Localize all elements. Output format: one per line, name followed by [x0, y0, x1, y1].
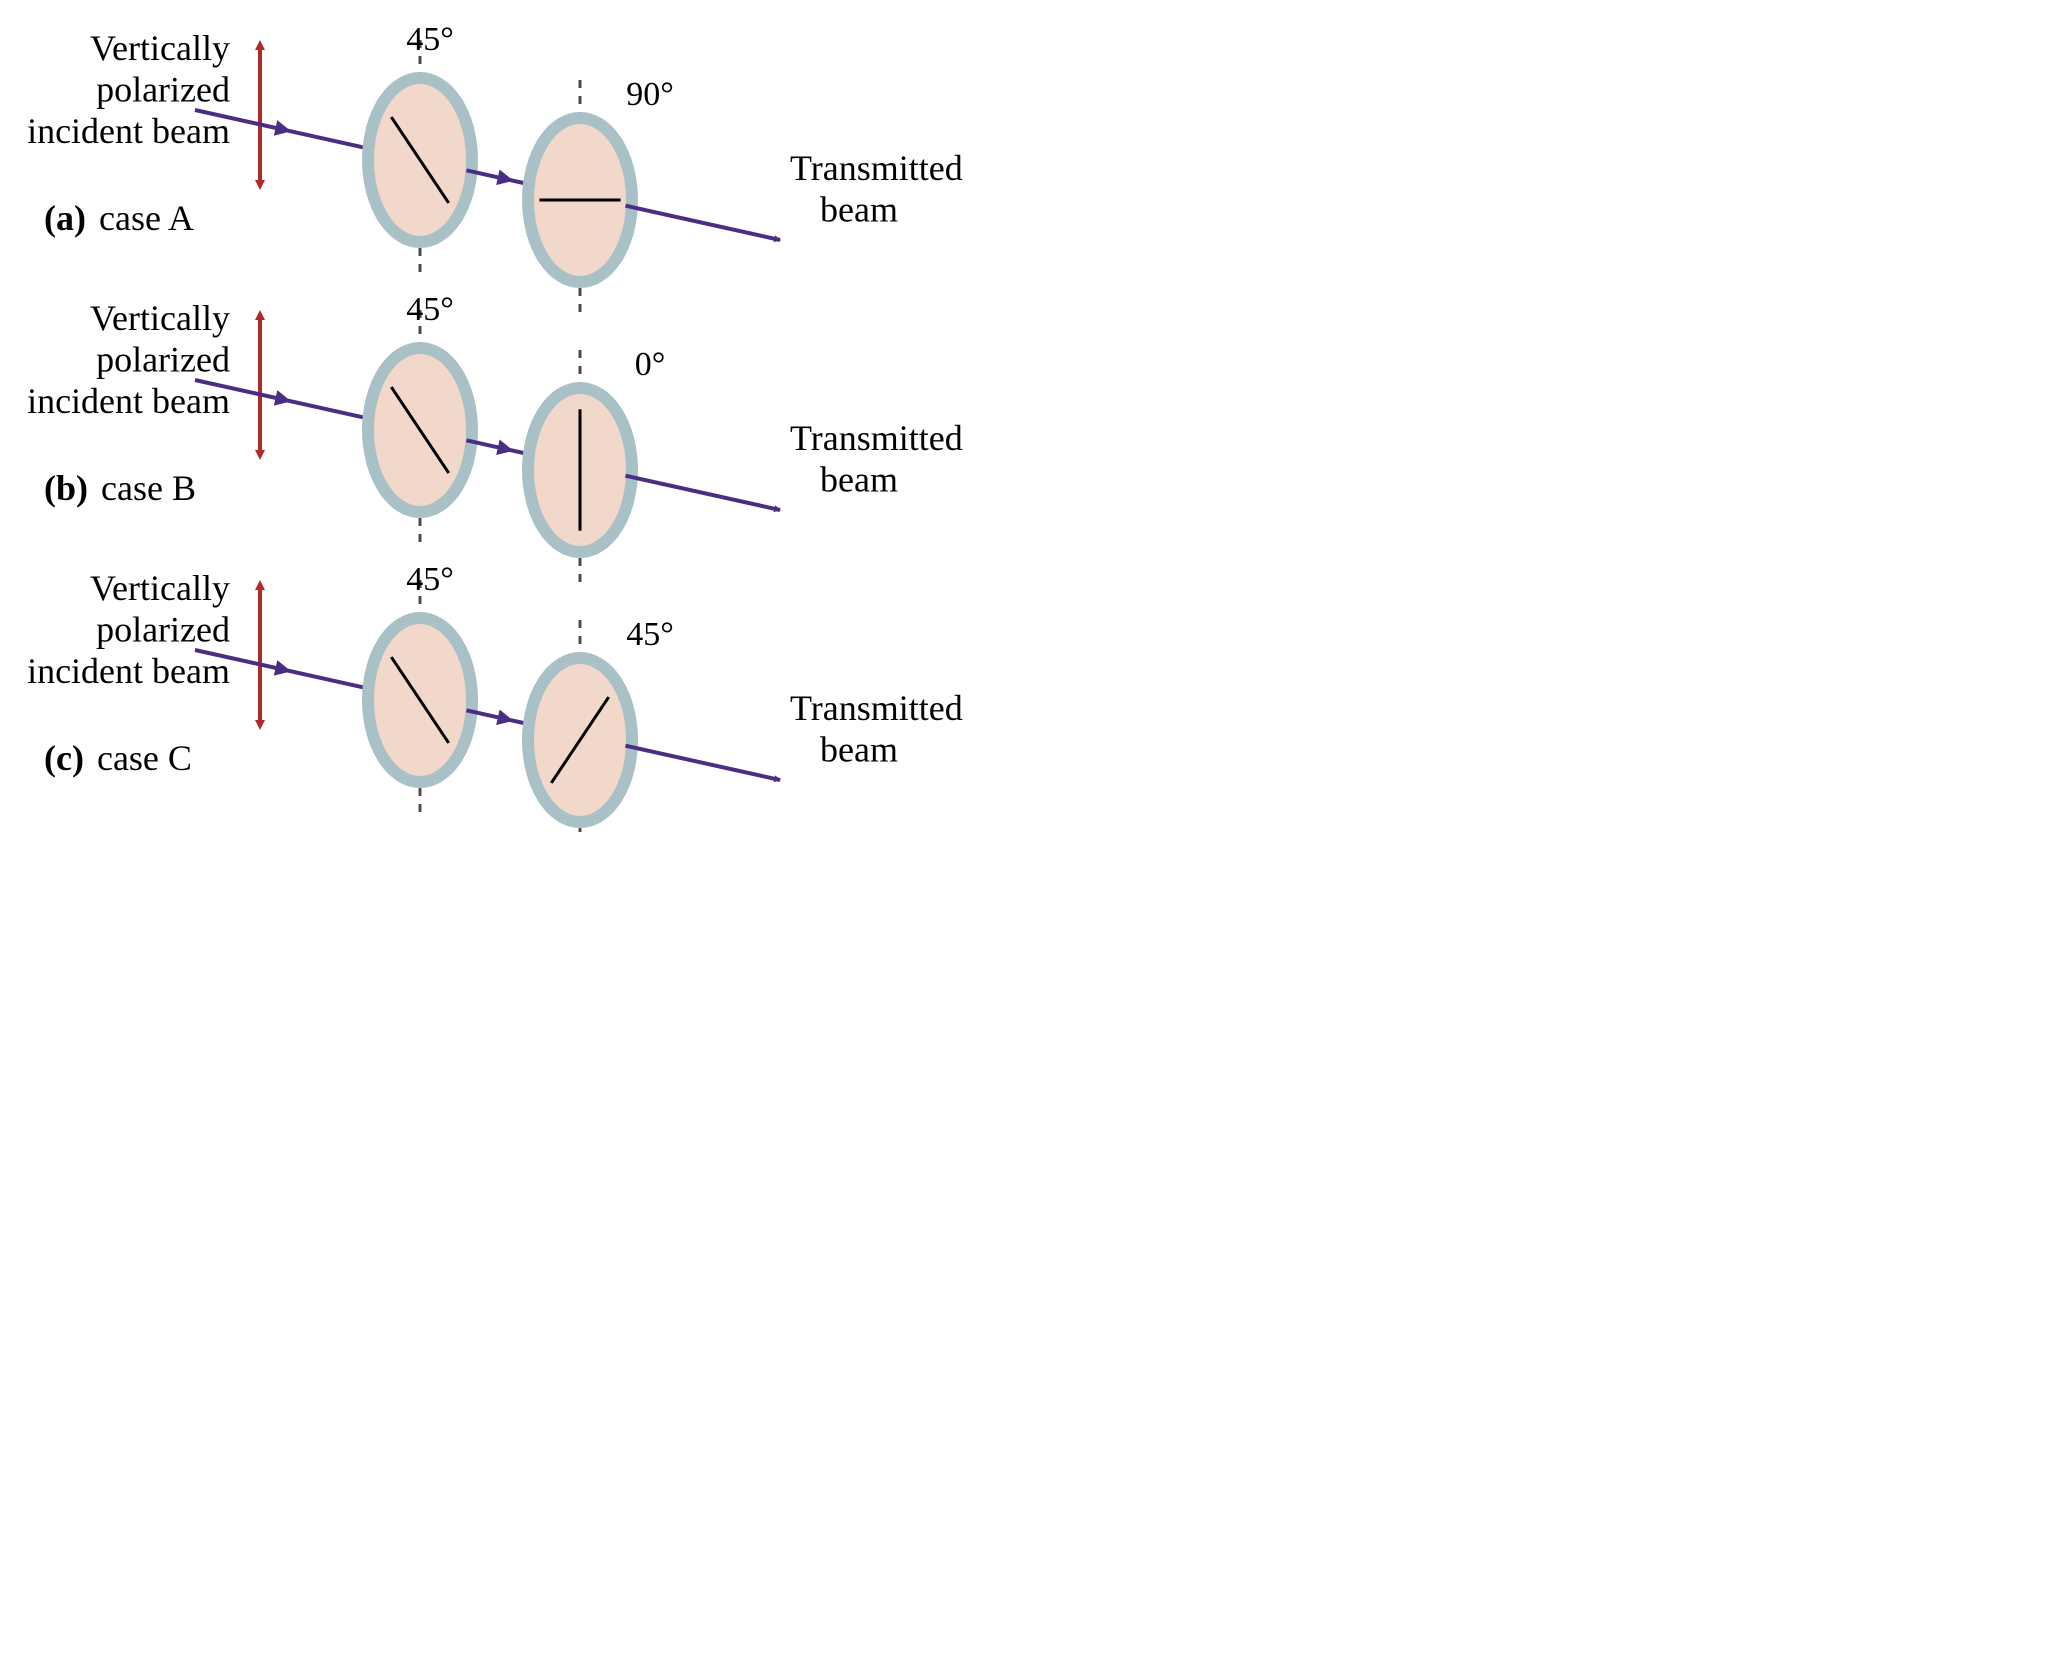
filter1-angle-label: 45° — [406, 21, 454, 58]
polarization-figure: Verticallypolarizedincident beam(a) case… — [20, 20, 1020, 832]
polarizer-1-b — [368, 348, 472, 512]
filter1-angle-label: 45° — [406, 561, 454, 598]
incident-label-l2: polarized — [96, 339, 230, 379]
filter2-angle-label: 45° — [626, 616, 674, 653]
filter1-angle-label: 45° — [406, 291, 454, 328]
incident-label-l1: Vertically — [90, 298, 230, 338]
case-caption-a: (a) case A — [44, 198, 194, 238]
transmitted-label-l1: Transmitted — [790, 688, 963, 728]
incident-label-l3: incident beam — [27, 381, 230, 421]
case-row-b: Verticallypolarizedincident beam (b) case… — [27, 291, 963, 590]
polarizer-2-b — [528, 388, 632, 552]
beam-segment-transmitted — [625, 746, 780, 780]
transmitted-label-l1: Transmitted — [790, 148, 963, 188]
polarizer-1-a — [368, 78, 472, 242]
transmitted-label-l2: beam — [820, 729, 898, 769]
incident-label-l3: incident beam — [27, 111, 230, 151]
incident-label-l3: incident beam — [27, 651, 230, 691]
polarizer-2-a — [528, 118, 632, 282]
incident-label-l2: polarized — [96, 69, 230, 109]
filter2-angle-label: 0° — [635, 346, 666, 383]
beam-segment-transmitted — [625, 476, 780, 510]
case-caption-c: (c) case C — [44, 738, 192, 778]
transmitted-label-l2: beam — [820, 459, 898, 499]
case-row-a: Verticallypolarizedincident beam (a) case… — [27, 21, 963, 320]
incident-label-l1: Vertically — [90, 28, 230, 68]
beam-segment-transmitted — [625, 206, 780, 240]
polarizer-2-c — [528, 658, 632, 822]
incident-label-l1: Vertically — [90, 568, 230, 608]
transmitted-label-l1: Transmitted — [790, 418, 963, 458]
filter2-angle-label: 90° — [626, 76, 674, 113]
case-caption-b: (b) case B — [44, 468, 196, 508]
incident-label-l2: polarized — [96, 609, 230, 649]
case-row-c: Verticallypolarizedincident beam (c) case… — [27, 561, 963, 832]
polarizer-1-c — [368, 618, 472, 782]
transmitted-label-l2: beam — [820, 189, 898, 229]
